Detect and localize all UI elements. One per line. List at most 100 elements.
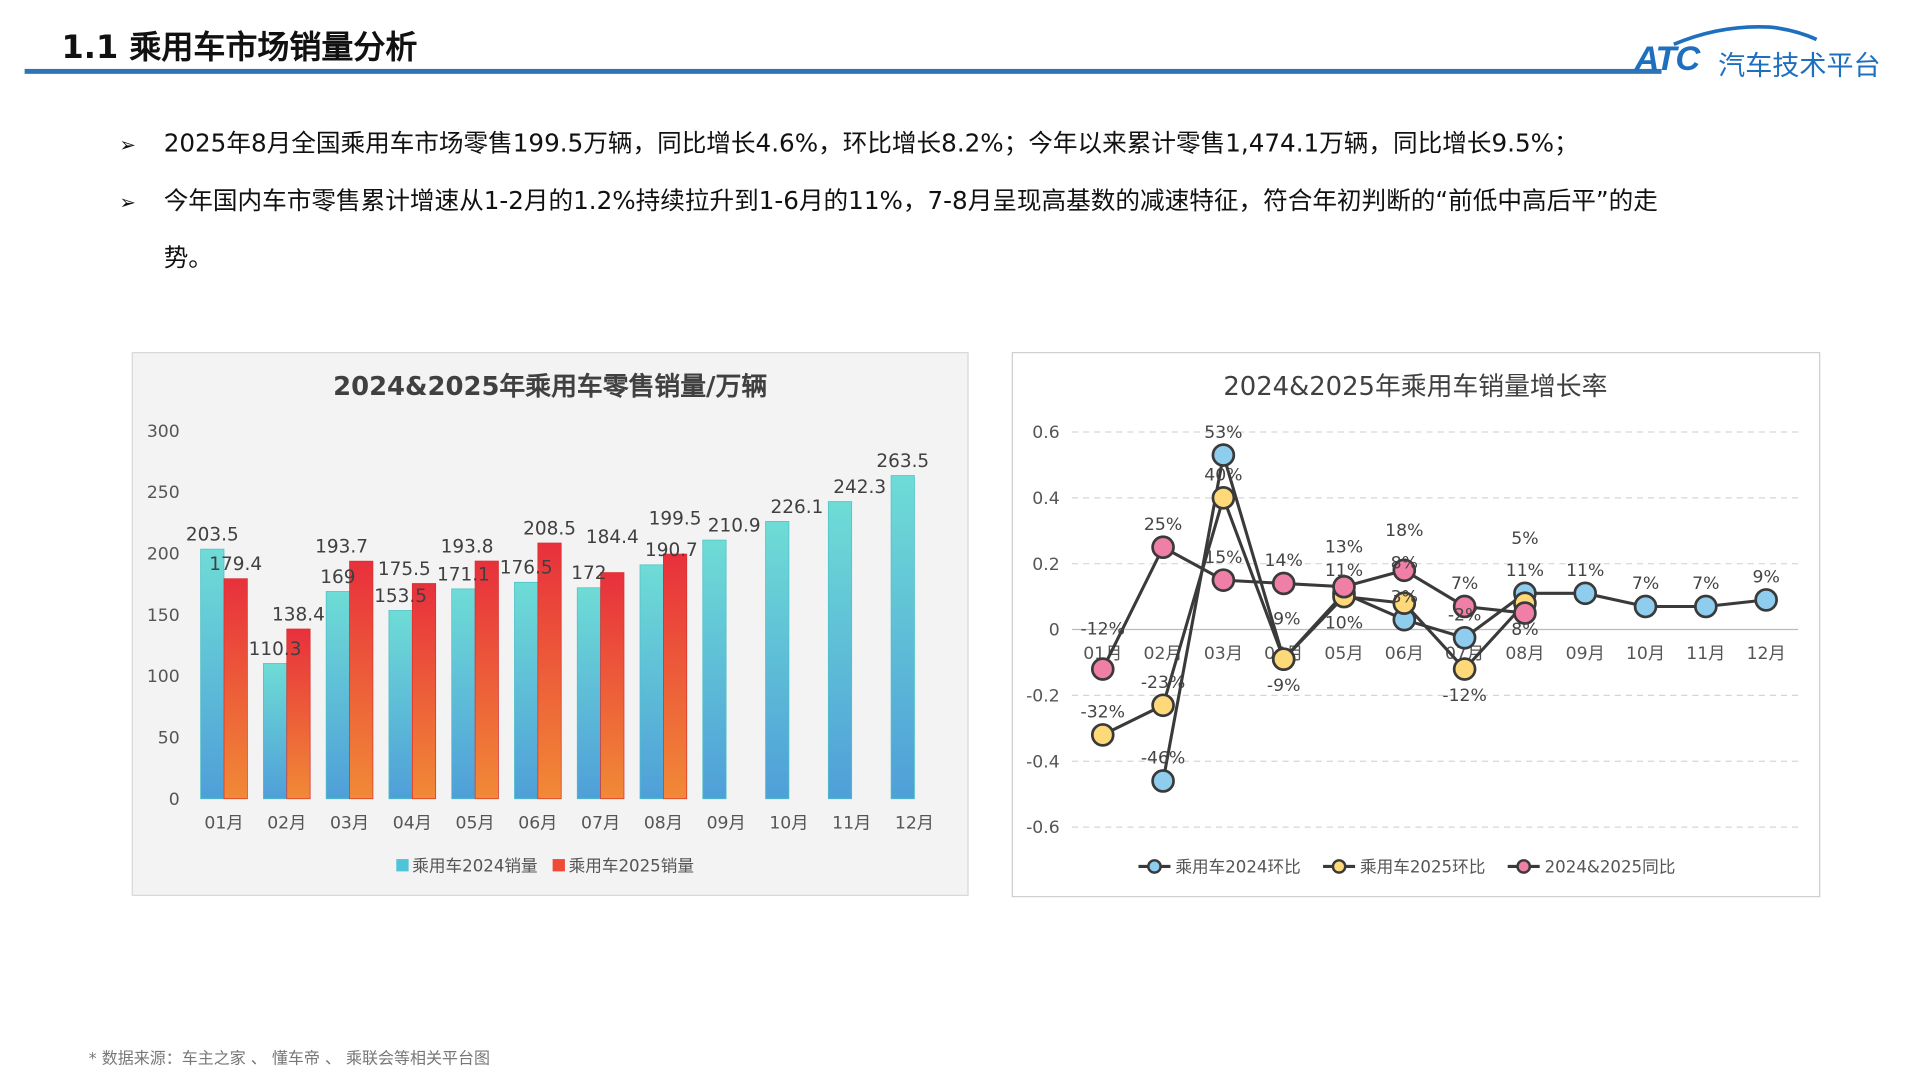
y-tick-label: 100 [147,667,180,687]
y-tick-label: 200 [147,545,180,565]
bar-2024 [514,581,539,800]
x-tick-label: 10月 [1626,644,1665,664]
x-tick-label: 11月 [832,813,871,833]
x-tick-label: 07月 [581,813,620,833]
data-point [1633,594,1658,619]
data-label: 110.3 [249,639,302,660]
data-label: 175.5 [378,559,431,580]
data-label: 7% [1451,574,1478,594]
x-tick-label: 12月 [895,813,934,833]
data-label: -46% [1141,749,1186,769]
data-label: -23% [1141,673,1186,693]
legend-label: 乘用车2024环比 [1175,858,1300,877]
data-label: 11% [1566,561,1604,581]
arrow-bullet-icon: ➢ [119,132,136,157]
data-label: 3% [1391,587,1418,607]
data-point [1151,693,1175,718]
x-tick-label: 03月 [1204,644,1243,664]
data-label: 14% [1265,551,1303,571]
arrow-bullet-icon: ➢ [119,190,136,215]
x-tick-label: 01月 [204,813,243,833]
legend-label: 乘用车2025环比 [1360,858,1485,877]
x-tick-label: 12月 [1747,644,1786,664]
title-underline [24,68,1662,74]
data-point [1694,594,1718,619]
bar-2024 [200,548,225,800]
data-label: 190.7 [645,540,698,561]
bar-2025 [286,628,311,800]
data-label: 53% [1204,423,1242,443]
bar-2024 [325,591,350,800]
x-tick-label: 06月 [1385,644,1424,664]
data-point [1271,647,1296,671]
data-point [1392,591,1417,616]
x-tick-label: 11月 [1686,644,1725,664]
data-label: 184.4 [586,527,639,548]
data-label: 153.5 [374,586,427,607]
y-tick-label: 0.2 [1032,555,1059,575]
data-label: 226.1 [771,497,824,518]
x-tick-label: 02月 [1144,644,1183,664]
page-title: 1.1 乘用车市场销量分析 [61,29,418,67]
legend-swatch [552,859,565,872]
data-point [1513,601,1537,625]
data-label: 176.5 [500,558,553,579]
y-tick-label: 150 [147,606,180,626]
data-point [1090,657,1115,681]
x-tick-label: 03月 [330,813,369,833]
legend-label: 2024&2025同比 [1545,858,1676,877]
x-tick-label: 10月 [769,813,808,833]
logo-subtitle: 汽车技术平台 [1718,51,1881,83]
bar-2024 [388,610,413,800]
atc-logo: ATC 汽车技术平台 [1634,22,1911,82]
bar-2025 [223,578,248,800]
data-label: 9% [1752,568,1779,588]
bar-2025 [349,560,374,800]
legend-marker [1331,859,1347,874]
data-point [1151,535,1175,560]
x-tick-label: 02月 [267,813,306,833]
data-label: 179.4 [209,554,262,575]
data-label: 18% [1385,521,1423,541]
car-outline-icon [1673,24,1818,47]
bar-2024 [702,539,727,800]
bullet-text: 2025年8月全国乘用车市场零售199.5万辆，同比增长4.6%，环比增长8.2… [163,127,1579,158]
x-tick-label: 05月 [456,813,495,833]
data-point [1452,625,1477,650]
data-label: 5% [1511,529,1538,549]
y-tick-label: 0.6 [1032,423,1059,443]
data-point [1151,769,1175,793]
data-point [1452,657,1477,681]
bar-2024 [639,564,664,800]
bullet-text: 今年国内车市零售累计增速从1-2月的1.2%持续拉升到1-6月的11%，7-8月… [163,185,1658,216]
bar-2025 [411,583,437,800]
data-point [1754,588,1778,612]
data-label: 10% [1325,614,1363,634]
data-label: 172 [571,563,606,584]
data-point [1573,581,1598,606]
data-label: -2% [1448,606,1482,626]
data-label: 40% [1204,466,1242,486]
data-point [1211,568,1236,592]
line-chart-panel: 2024&2025年乘用车销量增长率 -0.6 -0.4 -0.2 0 0.2 0.4 0.6… [1011,351,1821,898]
x-tick-label: 08月 [644,813,683,833]
data-label: 242.3 [833,477,886,498]
bar-chart-panel: 2024&2025年乘用车零售销量/万辆 0 50 100 150 200 250 300 01… [131,351,969,896]
data-label: -9% [1267,676,1301,696]
bar-2024 [576,587,601,800]
series-line [1102,492,1527,737]
data-label: 171.1 [437,564,490,585]
data-point [1211,443,1236,467]
footnote: * 数据来源：车主之家 、 懂车帝 、 乘联会等相关平台图 [88,1049,491,1069]
legend-swatch [396,859,409,872]
chart-title: 2024&2025年乘用车销量增长率 [1223,372,1607,402]
data-label: 11% [1325,561,1363,581]
x-tick-label: 09月 [1566,644,1605,664]
data-label: 138.4 [272,604,325,625]
y-tick-label: -0.2 [1026,687,1060,707]
data-point [1271,571,1296,596]
data-label: 7% [1632,574,1659,594]
y-tick-label: 300 [147,422,180,442]
bar-2024 [890,475,915,800]
